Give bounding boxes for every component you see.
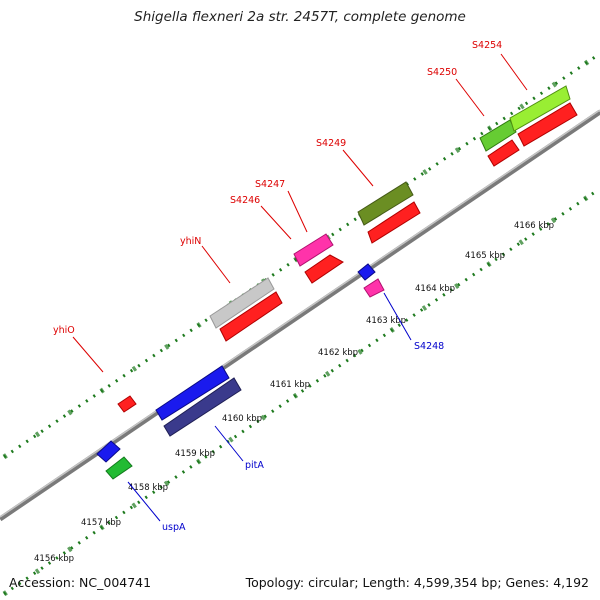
accession-value: NC_004741	[79, 575, 152, 590]
gene-S4248[interactable]: S4248	[357, 263, 444, 352]
scale-label: 4159 kbp	[175, 449, 215, 459]
topology-label: Topology:	[245, 575, 305, 590]
gene-label: S4249	[316, 138, 346, 149]
gene-label: S4247	[255, 179, 285, 190]
gene-arrow	[357, 263, 376, 281]
gene-S4246[interactable]: S4246	[230, 195, 334, 267]
label-leader	[260, 205, 292, 240]
label-leader	[201, 245, 231, 284]
label-leader	[214, 425, 244, 462]
scale-label: 4165 kbp	[465, 251, 505, 261]
scale-label: 4157 kbp	[81, 518, 121, 528]
gene-yhiO[interactable]: yhiO	[53, 325, 137, 413]
map-title: Shigella flexneri 2a str. 2457T, complet…	[134, 9, 466, 25]
accession-info: Accession: NC_004741	[9, 575, 151, 590]
gene-arrow	[155, 365, 230, 421]
scale-label: 4160 kbp	[222, 414, 262, 424]
gene-label: S4254	[472, 40, 502, 51]
gene-pitA[interactable]: pitA	[155, 365, 264, 471]
gene-label: yhiO	[53, 325, 75, 336]
inner-major-ticks	[2, 187, 600, 597]
scale-label: 4166 kbp	[514, 221, 554, 231]
scale-label: 4161 kbp	[270, 380, 310, 390]
gene-arrow	[209, 277, 275, 329]
length-value: 4,599,354 bp	[413, 575, 498, 590]
gene-label: S4248	[414, 341, 444, 352]
gene-arrow	[304, 254, 344, 284]
gene-label: S4246	[230, 195, 260, 206]
label-leader	[455, 78, 485, 117]
gene-arrow	[293, 233, 334, 267]
genes-value: 4,192	[553, 575, 589, 590]
gene-arrow	[357, 181, 414, 226]
gene-arrow	[367, 201, 421, 244]
label-leader	[127, 481, 161, 522]
scale-label: 4158 kbp	[128, 483, 168, 493]
gene-S4249[interactable]: S4249	[316, 138, 421, 244]
label-leader	[287, 190, 308, 233]
gene-arrow	[105, 456, 133, 480]
label-leader	[500, 53, 528, 91]
genome-backbone	[0, 109, 600, 522]
gene-label: yhiN	[180, 236, 201, 247]
genes-label: Genes:	[505, 575, 550, 590]
gene-arrow	[163, 377, 242, 437]
gene-S4250[interactable]: S4250	[427, 67, 520, 167]
gene-arrow	[363, 278, 385, 298]
gene-arrow	[479, 119, 517, 152]
gene-yhiN[interactable]: yhiN	[180, 236, 283, 342]
scale-label: 4163 kbp	[366, 316, 406, 326]
label-leader	[342, 149, 374, 187]
gene-arrow	[96, 440, 121, 463]
gene-uspA[interactable]: uspA	[96, 440, 186, 533]
outer-major-ticks	[2, 52, 600, 460]
gene-arrow	[117, 395, 137, 413]
scale-label: 4162 kbp	[318, 348, 358, 358]
genome-stats: Topology: circular; Length: 4,599,354 bp…	[245, 575, 589, 590]
scale-label: 4164 kbp	[415, 284, 455, 294]
accession-label: Accession:	[9, 575, 76, 590]
gene-S4254[interactable]: S4254	[472, 40, 578, 147]
gene-arrow	[517, 102, 578, 147]
gene-arrow	[509, 85, 571, 132]
gene-arrow	[487, 139, 520, 167]
gene-arrow	[219, 291, 283, 342]
topology-value: circular	[308, 575, 355, 590]
gene-label: S4250	[427, 67, 457, 78]
label-leader	[383, 292, 412, 341]
gene-S4247[interactable]: S4247	[255, 179, 344, 284]
gene-label: uspA	[162, 522, 186, 533]
label-leader	[72, 336, 104, 373]
length-label: Length:	[362, 575, 410, 590]
scale-label: 4156 kbp	[34, 554, 74, 564]
scale-labels: 4156 kbp 4157 kbp 4158 kbp 4159 kbp 4160…	[34, 221, 554, 564]
genome-backbone-highlight	[0, 109, 600, 518]
gene-label: pitA	[245, 460, 264, 471]
